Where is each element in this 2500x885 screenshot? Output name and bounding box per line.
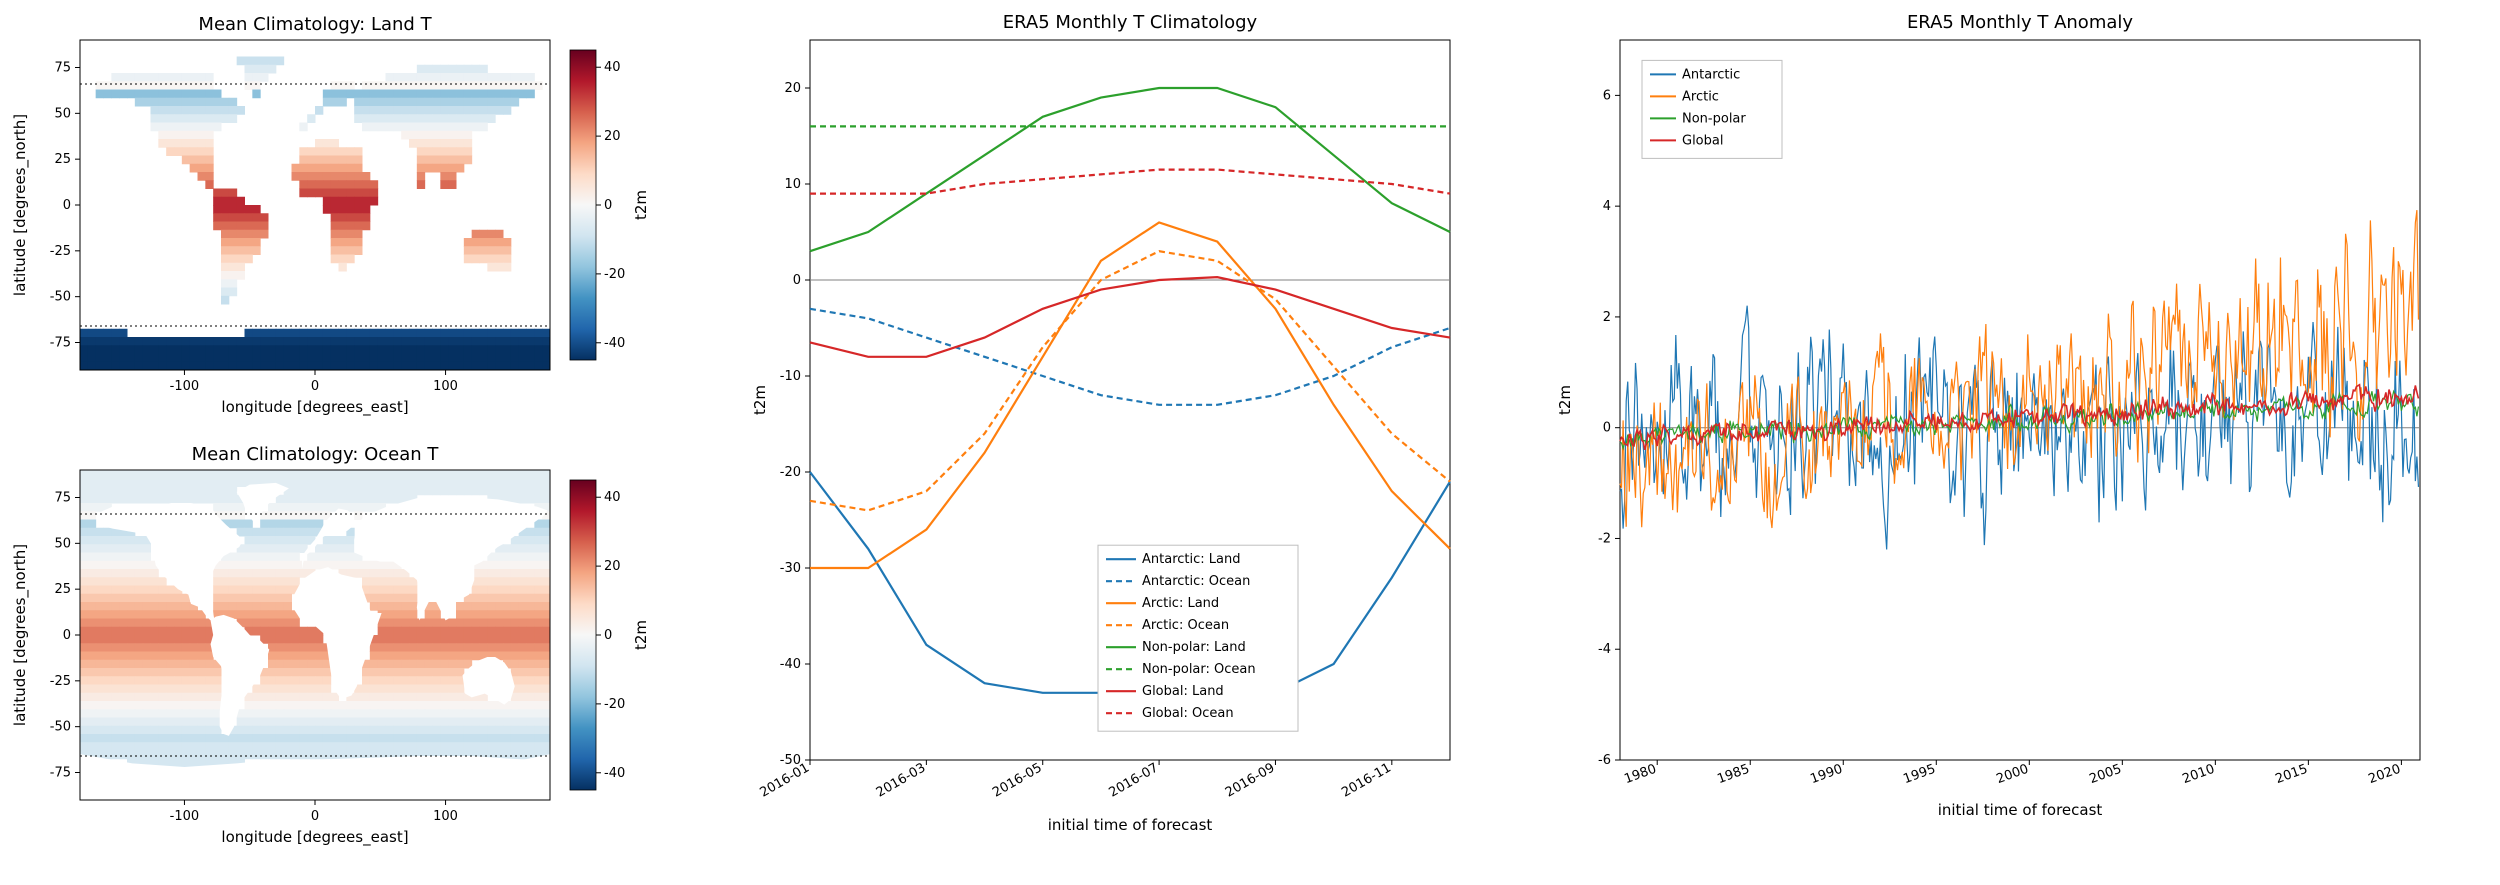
- svg-text:75: 75: [54, 491, 71, 506]
- svg-text:20: 20: [604, 559, 621, 574]
- svg-text:1990: 1990: [1808, 762, 1844, 787]
- svg-text:-30: -30: [780, 561, 801, 576]
- clim-series-nonpolar_land: [810, 88, 1450, 251]
- svg-text:Global: Land: Global: Land: [1142, 684, 1224, 699]
- svg-text:-75: -75: [50, 336, 71, 351]
- svg-text:Antarctic: Land: Antarctic: Land: [1142, 552, 1240, 567]
- svg-text:Non-polar: Non-polar: [1682, 111, 1746, 126]
- svg-text:-20: -20: [604, 267, 625, 282]
- svg-text:-25: -25: [50, 244, 71, 259]
- map-xlabel: longitude [degrees_east]: [221, 398, 408, 417]
- svg-text:t2m: t2m: [632, 620, 650, 650]
- svg-text:2016-11: 2016-11: [1339, 760, 1394, 800]
- svg-text:2000: 2000: [1994, 762, 2030, 787]
- svg-text:Arctic: Arctic: [1682, 89, 1719, 104]
- svg-text:2020: 2020: [2367, 762, 2403, 787]
- anomaly-svg: ERA5 Monthly T Anomaly -6 -4 -2 0 2 4 6 1980 1985…: [1540, 0, 2500, 885]
- svg-text:Global: Global: [1682, 133, 1723, 148]
- map-ylabel: latitude [degrees_north]: [11, 544, 30, 726]
- svg-text:Arctic: Ocean: Arctic: Ocean: [1142, 618, 1229, 633]
- clim-series-global_land: [810, 277, 1450, 357]
- svg-text:-50: -50: [50, 290, 71, 305]
- svg-text:10: 10: [784, 177, 801, 192]
- svg-text:2010: 2010: [2180, 762, 2216, 787]
- anom-xlabel: initial time of forecast: [1938, 801, 2103, 819]
- svg-text:50: 50: [54, 536, 71, 551]
- svg-text:2016-09: 2016-09: [1223, 760, 1278, 800]
- svg-text:-75: -75: [50, 766, 71, 781]
- climatology-panel: ERA5 Monthly T Climatology-50-40-30-20-1…: [740, 0, 1520, 885]
- svg-text:2005: 2005: [2087, 762, 2123, 787]
- map-panel: Mean Climatology: Land T -100 0 100 -75 -50 -2…: [0, 0, 700, 885]
- clim-ylabel: t2m: [751, 385, 769, 415]
- clim-title: ERA5 Monthly T Climatology: [1003, 12, 1258, 33]
- svg-text:2016-05: 2016-05: [990, 760, 1045, 800]
- map-title-ocean: Mean Climatology: Ocean T: [192, 444, 440, 465]
- svg-text:0: 0: [793, 273, 801, 288]
- clim-series-arctic_ocean: [810, 251, 1450, 510]
- climatology-svg: ERA5 Monthly T Climatology-50-40-30-20-1…: [740, 0, 1520, 885]
- svg-text:-50: -50: [50, 720, 71, 735]
- svg-text:2: 2: [1603, 310, 1611, 325]
- svg-text:100: 100: [433, 809, 458, 824]
- svg-text:20: 20: [784, 81, 801, 96]
- map-ylabel: latitude [degrees_north]: [11, 114, 30, 296]
- svg-text:2015: 2015: [2274, 762, 2310, 787]
- svg-text:1995: 1995: [1901, 762, 1937, 787]
- svg-text:Antarctic: Antarctic: [1682, 67, 1740, 82]
- svg-text:1985: 1985: [1715, 762, 1751, 787]
- svg-text:25: 25: [54, 152, 71, 167]
- svg-text:-20: -20: [780, 465, 801, 480]
- anom-ylabel: t2m: [1556, 385, 1574, 415]
- svg-text:0: 0: [311, 379, 319, 394]
- svg-text:t2m: t2m: [632, 190, 650, 220]
- svg-text:100: 100: [433, 379, 458, 394]
- map-title-land: Mean Climatology: Land T: [198, 14, 432, 35]
- svg-text:0: 0: [1603, 421, 1611, 436]
- svg-text:20: 20: [604, 129, 621, 144]
- svg-text:50: 50: [54, 106, 71, 121]
- anom-series: [1620, 210, 2418, 528]
- svg-text:6: 6: [1603, 88, 1611, 103]
- svg-text:Antarctic: Ocean: Antarctic: Ocean: [1142, 574, 1250, 589]
- clim-series-arctic_land: [810, 222, 1450, 568]
- svg-text:2016-07: 2016-07: [1107, 760, 1162, 800]
- svg-text:-10: -10: [780, 369, 801, 384]
- svg-text:-25: -25: [50, 674, 71, 689]
- svg-text:40: 40: [604, 60, 621, 75]
- svg-text:-40: -40: [780, 657, 801, 672]
- svg-text:-4: -4: [1598, 642, 1611, 657]
- svg-text:Non-polar: Ocean: Non-polar: Ocean: [1142, 662, 1256, 677]
- svg-text:0: 0: [311, 809, 319, 824]
- maps-svg: Mean Climatology: Land T -100 0 100 -75 -50 -2…: [0, 0, 700, 885]
- svg-text:0: 0: [63, 628, 71, 643]
- svg-text:4: 4: [1603, 199, 1611, 214]
- svg-text:1980: 1980: [1622, 762, 1658, 787]
- map-xlabel: longitude [degrees_east]: [221, 828, 408, 847]
- svg-text:-100: -100: [170, 379, 200, 394]
- svg-text:-100: -100: [170, 809, 200, 824]
- svg-text:-20: -20: [604, 697, 625, 712]
- svg-text:0: 0: [604, 198, 612, 213]
- svg-text:Global: Ocean: Global: Ocean: [1142, 706, 1234, 721]
- svg-text:75: 75: [54, 61, 71, 76]
- clim-xlabel: initial time of forecast: [1048, 816, 1213, 834]
- svg-text:Arctic: Land: Arctic: Land: [1142, 596, 1219, 611]
- anomaly-panel: ERA5 Monthly T Anomaly -6 -4 -2 0 2 4 6 1980 1985…: [1540, 0, 2500, 885]
- svg-text:40: 40: [604, 490, 621, 505]
- svg-text:0: 0: [604, 628, 612, 643]
- clim-legend: [1098, 545, 1298, 731]
- svg-text:-40: -40: [604, 336, 625, 351]
- svg-text:-40: -40: [604, 766, 625, 781]
- anom-title: ERA5 Monthly T Anomaly: [1907, 12, 2133, 33]
- svg-text:-6: -6: [1598, 753, 1611, 768]
- svg-text:0: 0: [63, 198, 71, 213]
- svg-text:2016-03: 2016-03: [874, 760, 929, 800]
- svg-text:25: 25: [54, 582, 71, 597]
- svg-text:Non-polar: Land: Non-polar: Land: [1142, 640, 1246, 655]
- svg-text:-2: -2: [1598, 531, 1611, 546]
